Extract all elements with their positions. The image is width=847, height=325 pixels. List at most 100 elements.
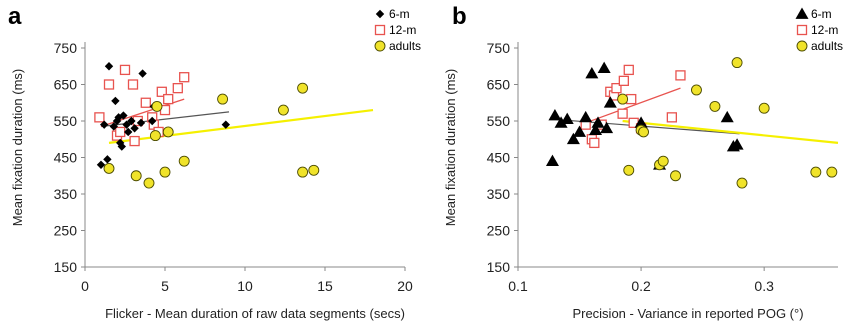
legend-label: 6-m: [811, 7, 832, 21]
x-axis-label: Precision - Variance in reported POG (°): [572, 306, 803, 321]
data-point-6-m: [566, 132, 580, 145]
data-point-adults: [709, 100, 721, 112]
data-point-adults: [638, 126, 649, 138]
y-tick-label: 750: [54, 40, 78, 56]
data-point-12-m: [115, 126, 126, 138]
data-point-adults: [297, 82, 309, 94]
y-axis-label: Mean fixation duration (ms): [443, 69, 458, 227]
y-tick-label: 150: [487, 259, 511, 275]
data-point-6-m: [96, 160, 106, 169]
data-point-12-m: [163, 93, 174, 105]
x-tick-label: 5: [161, 278, 169, 294]
panel-letter: a: [8, 3, 22, 30]
legend-marker-12-m: [374, 24, 386, 36]
legend-item-adults: adults: [374, 39, 421, 53]
data-point-12-m: [675, 70, 686, 81]
data-point-6-m: [116, 138, 125, 148]
data-point-adults: [217, 93, 229, 105]
legend-marker-adults: [796, 40, 808, 52]
data-point-adults: [826, 166, 838, 178]
data-point-6-m: [104, 62, 114, 71]
data-point-12-m: [129, 135, 140, 147]
data-point-6-m: [589, 123, 603, 135]
data-point-6-m: [573, 125, 587, 137]
data-point-12-m: [127, 79, 139, 90]
data-point-adults: [178, 155, 190, 167]
data-point-adults: [151, 100, 163, 112]
data-point-6-m: [720, 110, 734, 123]
data-point-12-m: [156, 86, 167, 97]
data-point-adults: [731, 57, 743, 69]
data-point-6-m: [600, 121, 614, 134]
data-point-6-m: [548, 109, 562, 121]
legend-label: 12-m: [811, 23, 838, 37]
y-tick-label: 450: [487, 150, 511, 166]
data-point-adults: [691, 84, 702, 96]
data-point-6-m: [127, 116, 136, 126]
data-point-adults: [162, 126, 174, 138]
data-point-6-m: [100, 120, 109, 129]
chart-panel-a: a 150 250 350 450 550 650 750 0 5 10 15 20 Flicker - …: [8, 3, 421, 321]
data-point-12-m: [617, 108, 628, 119]
data-point-6-m: [591, 116, 605, 128]
data-point-6-m: [136, 118, 146, 128]
legend-item-6-m: 6-m: [795, 7, 832, 21]
data-point-adults: [149, 130, 161, 142]
x-tick-label: 0.2: [631, 278, 651, 294]
y-tick-label: 550: [54, 113, 78, 129]
legend-label: 12-m: [389, 23, 416, 37]
y-tick-label: 650: [487, 77, 511, 93]
data-point-6-m: [148, 116, 157, 126]
data-point-12-m: [626, 93, 637, 105]
data-point-12-m: [623, 64, 634, 76]
legend-marker-6-m: [375, 9, 385, 19]
data-point-12-m: [589, 137, 600, 149]
data-point-adults: [623, 164, 635, 176]
data-point-6-m: [597, 61, 611, 73]
legend-label: adults: [811, 39, 843, 53]
y-tick-label: 250: [54, 223, 78, 239]
data-point-12-m: [94, 112, 105, 123]
data-point-adults: [308, 164, 320, 176]
data-point-12-m: [179, 72, 190, 83]
data-point-6-m: [730, 138, 744, 150]
legend-item-6-m: 6-m: [375, 7, 410, 21]
y-tick-label: 650: [54, 77, 78, 93]
data-point-6-m: [554, 116, 568, 128]
data-point-6-m: [109, 122, 118, 131]
trend-line-6-m: [100, 111, 230, 128]
x-tick-label: 0.3: [754, 278, 774, 294]
legend-marker-12-m: [796, 24, 808, 36]
legend-item-adults: adults: [796, 39, 843, 53]
data-point-12-m: [618, 75, 629, 86]
y-tick-label: 350: [54, 186, 78, 202]
x-axis-label: Flicker - Mean duration of raw data segm…: [105, 306, 405, 321]
data-point-adults: [617, 93, 629, 105]
data-point-6-m: [130, 124, 139, 133]
x-tick-label: 0.1: [508, 278, 528, 294]
data-point-6-m: [545, 154, 559, 167]
y-axis-label: Mean fixation duration (ms): [10, 69, 25, 227]
y-tick-label: 450: [54, 150, 78, 166]
data-point-6-m: [119, 111, 128, 120]
data-point-adults: [159, 166, 171, 178]
y-tick-label: 550: [487, 113, 511, 129]
data-point-adults: [657, 155, 669, 167]
y-tick-label: 250: [487, 223, 511, 239]
legend-label: 6-m: [389, 7, 410, 21]
data-point-12-m: [611, 83, 622, 94]
y-tick-label: 750: [487, 40, 511, 56]
data-point-6-m: [221, 120, 230, 129]
legend-item-12-m: 12-m: [796, 23, 838, 37]
data-point-6-m: [603, 96, 617, 108]
data-point-adults: [103, 162, 115, 174]
x-tick-label: 20: [397, 278, 413, 294]
trend-line-adults: [622, 119, 839, 144]
data-point-6-m: [579, 110, 593, 123]
legend-marker-6-m: [795, 7, 809, 19]
data-point-6-m: [124, 127, 133, 137]
data-point-adults: [143, 177, 155, 189]
x-tick-label: 10: [237, 278, 253, 294]
data-point-12-m: [103, 79, 115, 90]
